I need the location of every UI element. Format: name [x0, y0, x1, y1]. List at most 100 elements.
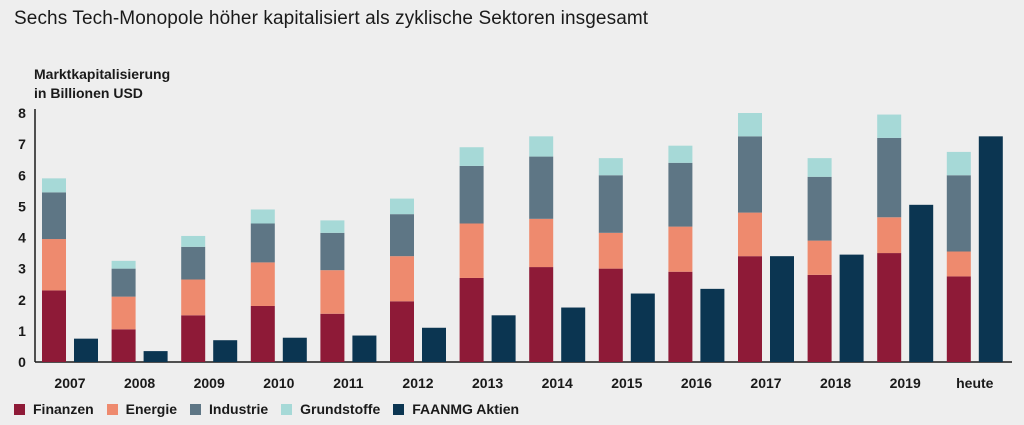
bar-faanmg-2008 — [143, 351, 168, 362]
bar-energie-2014 — [529, 218, 554, 268]
x-tick-label: 2014 — [542, 375, 573, 391]
bar-finanzen-2014 — [529, 267, 554, 362]
bar-finanzen-heute — [946, 276, 971, 362]
y-tick-label: 8 — [18, 105, 26, 121]
bar-faanmg-2014 — [561, 307, 586, 362]
bar-faanmg-2016 — [700, 288, 725, 362]
legend-label: Industrie — [209, 401, 269, 417]
bar-energie-2010 — [250, 262, 275, 306]
bar-industrie-2008 — [111, 268, 136, 297]
legend-item: FAANMG Aktien — [393, 401, 519, 417]
y-axis-label: Marktkapitalisierung in Billionen USD — [34, 65, 234, 103]
bar-industrie-2015 — [598, 175, 623, 233]
x-tick-label: 2009 — [194, 375, 225, 391]
bar-finanzen-2019 — [877, 253, 902, 362]
bar-energie-heute — [946, 251, 971, 277]
bar-finanzen-2010 — [250, 305, 275, 362]
bar-energie-2019 — [877, 217, 902, 254]
bar-faanmg-2007 — [74, 338, 98, 362]
legend: Finanzen Energie Industrie Grundstoffe FAANM… — [14, 401, 532, 417]
bar-finanzen-2008 — [111, 329, 136, 362]
bar-industrie-heute — [946, 175, 971, 252]
bar-grundstoffe-2016 — [668, 145, 693, 163]
bar-faanmg-2017 — [770, 256, 794, 362]
legend-swatch — [106, 403, 118, 415]
y-tick-label: 0 — [18, 354, 26, 370]
bar-finanzen-2013 — [459, 277, 484, 362]
legend-swatch — [190, 403, 202, 415]
bar-finanzen-2015 — [598, 268, 623, 362]
bar-energie-2008 — [111, 296, 136, 330]
bar-faanmg-2009 — [213, 340, 238, 362]
bar-energie-2011 — [320, 270, 345, 314]
x-tick-label: 2018 — [820, 375, 851, 391]
bar-grundstoffe-2015 — [598, 158, 623, 176]
bar-energie-2009 — [181, 279, 206, 316]
bar-industrie-2018 — [807, 176, 832, 241]
legend-item: Energie — [106, 401, 178, 417]
bar-energie-2015 — [598, 232, 623, 269]
y-tick-label: 7 — [18, 136, 26, 152]
bar-faanmg-2012 — [422, 327, 446, 362]
bar-grundstoffe-2008 — [111, 260, 136, 269]
bar-energie-2018 — [807, 240, 832, 275]
legend-label: Energie — [125, 401, 178, 417]
x-tick-label: 2008 — [124, 375, 155, 391]
y-tick-label: 4 — [18, 230, 26, 246]
x-tick-label: 2007 — [54, 375, 85, 391]
bar-faanmg-heute — [978, 136, 1003, 362]
x-tick-label: 2017 — [750, 375, 781, 391]
bar-faanmg-2013 — [491, 315, 516, 362]
y-tick-label: 6 — [18, 167, 26, 183]
bar-finanzen-2012 — [390, 301, 414, 362]
x-tick-label: 2011 — [333, 375, 364, 391]
legend-item: Industrie — [190, 401, 268, 417]
bar-grundstoffe-2017 — [738, 113, 762, 137]
bar-industrie-2012 — [390, 214, 414, 257]
y-tick-label: 3 — [18, 261, 26, 277]
bar-finanzen-2009 — [181, 315, 206, 362]
bar-finanzen-2018 — [807, 274, 832, 362]
bar-industrie-2014 — [529, 156, 554, 219]
bar-finanzen-2011 — [320, 313, 345, 362]
legend-swatch — [14, 403, 25, 415]
legend-label: FAANMG Aktien — [412, 401, 520, 417]
bar-finanzen-2007 — [42, 290, 66, 362]
legend-label: Finanzen — [33, 401, 94, 417]
bar-grundstoffe-2013 — [459, 147, 484, 166]
legend-label: Grundstoffe — [300, 401, 381, 417]
legend-swatch — [393, 403, 405, 415]
bar-finanzen-2016 — [668, 271, 693, 362]
x-tick-label: 2012 — [402, 375, 433, 391]
bar-energie-2017 — [738, 212, 762, 257]
bar-grundstoffe-2012 — [390, 198, 414, 215]
x-tick-label: 2013 — [472, 375, 503, 391]
x-tick-label: 2015 — [611, 375, 642, 391]
bar-grundstoffe-2009 — [181, 235, 206, 247]
legend-item: Finanzen — [14, 401, 94, 417]
legend-swatch — [281, 403, 293, 415]
bar-industrie-2009 — [181, 246, 206, 280]
y-tick-label: 5 — [18, 198, 26, 214]
bar-faanmg-2011 — [352, 335, 377, 362]
bar-faanmg-2018 — [839, 254, 864, 362]
x-tick-label: 2016 — [681, 375, 712, 391]
y-axis-label-line2: in Billionen USD — [34, 85, 143, 101]
bar-energie-2007 — [42, 239, 66, 291]
y-tick-label: 1 — [18, 323, 26, 339]
bar-finanzen-2017 — [738, 256, 762, 362]
bar-energie-2013 — [459, 223, 484, 278]
y-axis-label-line1: Marktkapitalisierung — [34, 66, 171, 82]
y-tick-label: 2 — [18, 292, 26, 308]
bar-energie-2016 — [668, 226, 693, 272]
x-tick-label: heute — [956, 375, 994, 391]
bar-grundstoffe-2007 — [42, 178, 66, 193]
bar-grundstoffe-2019 — [877, 114, 902, 138]
bar-grundstoffe-2010 — [250, 209, 275, 224]
bar-industrie-2016 — [668, 162, 693, 227]
x-tick-label: 2010 — [263, 375, 294, 391]
bar-grundstoffe-heute — [946, 151, 971, 176]
chart-title: Sechs Tech-Monopole höher kapitalisiert … — [14, 8, 649, 29]
bar-industrie-2011 — [320, 232, 345, 271]
